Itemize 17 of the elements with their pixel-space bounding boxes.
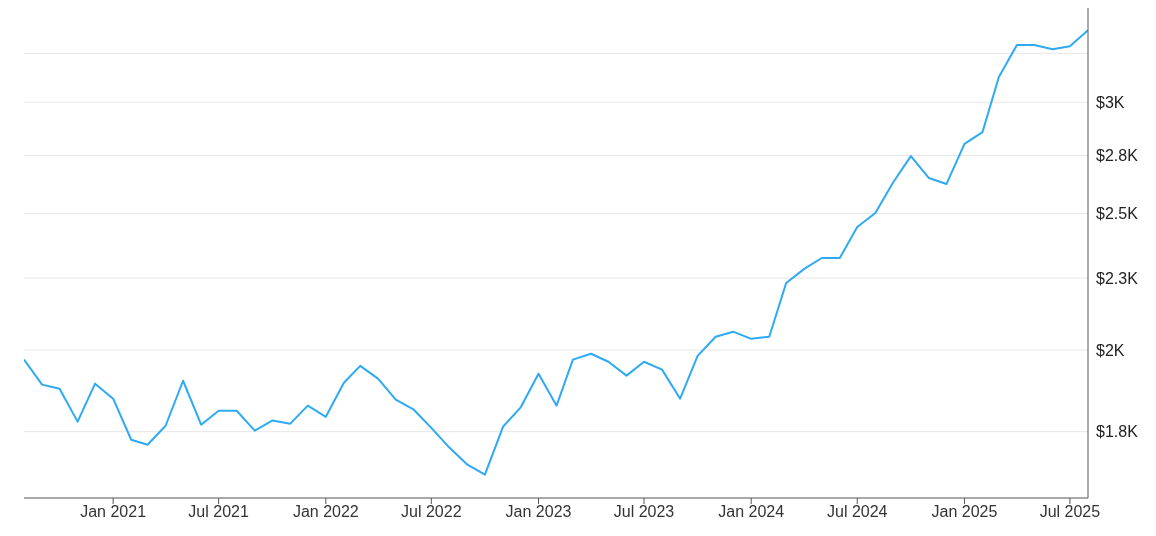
y-tick-label: $3K: [1096, 93, 1125, 111]
x-tick-label: Jan 2024: [718, 503, 785, 521]
x-tick-label: Jan 2022: [292, 503, 359, 521]
line-series: [24, 29, 1088, 476]
y-tick-label: $2.3K: [1096, 269, 1139, 287]
x-tick-label: Jul 2025: [1039, 503, 1101, 521]
x-tick-label: Jan 2023: [505, 503, 572, 521]
y-tick-label: $1.8K: [1096, 423, 1139, 441]
y-tick-label: $2.8K: [1096, 147, 1139, 165]
x-tick-label: Jul 2023: [613, 503, 675, 521]
x-tick-label: Jul 2022: [401, 503, 462, 521]
y-tick-label: $2K: [1096, 341, 1125, 359]
x-tick-label: Jan 2021: [80, 503, 147, 521]
y-tick-label: $2.5K: [1096, 205, 1139, 223]
x-tick-label: Jul 2024: [827, 503, 888, 521]
x-tick-label: Jan 2025: [931, 503, 998, 521]
x-tick-label: Jul 2021: [188, 503, 249, 521]
